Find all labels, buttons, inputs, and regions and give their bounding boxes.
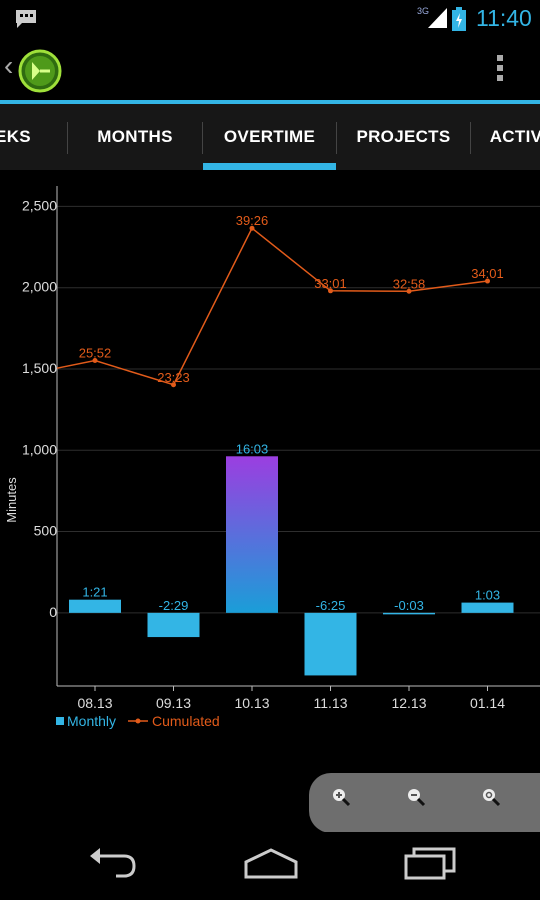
- message-icon: [16, 10, 36, 28]
- app-logo-icon[interactable]: [18, 49, 62, 93]
- line-value-label: 23:23: [157, 370, 190, 385]
- status-time: 11:40: [476, 5, 532, 31]
- battery-icon: [452, 7, 466, 31]
- x-tick-label: 08.13: [77, 695, 112, 711]
- tab-strip: WEEKS MONTHS OVERTIME PROJECTS ACTIVITIE…: [0, 104, 540, 170]
- tab-overtime[interactable]: OVERTIME: [203, 104, 336, 170]
- signal-icon: [428, 8, 447, 28]
- back-nav-icon[interactable]: [86, 846, 140, 880]
- legend-marker-cumulated: [135, 718, 141, 724]
- point-cumulated: [92, 358, 98, 364]
- x-tick-label: 11.13: [314, 695, 348, 711]
- line-value-label: 25:52: [79, 346, 112, 361]
- x-tick-label: 12.13: [391, 695, 426, 711]
- bar-monthly: [147, 612, 200, 638]
- point-cumulated: [171, 382, 176, 388]
- overtime-chart: 0 500 1,000 1,500 2,000 2,500 Minutes 08.13 09.1…: [0, 170, 540, 762]
- point-cumulated: [485, 278, 490, 284]
- network-type: 3G: [417, 6, 430, 16]
- tab-months[interactable]: MONTHS: [97, 127, 173, 146]
- back-chevron-icon[interactable]: ‹: [4, 50, 14, 81]
- bar-monthly: [69, 599, 121, 613]
- legend-label-cumulated: Cumulated: [152, 713, 220, 729]
- bar-value-label: -2:29: [159, 598, 189, 613]
- x-tick-label: 01.14: [470, 695, 505, 711]
- line-value-label: 39:26: [236, 213, 269, 228]
- bar-monthly: [226, 456, 278, 613]
- series-line-cumulated: [56, 227, 488, 386]
- bar-value-label: 16:03: [236, 441, 269, 456]
- y-tick-label: 500: [34, 523, 58, 539]
- status-bar: 3G 11:40: [0, 0, 540, 36]
- action-bar: ‹: [0, 36, 540, 102]
- line-value-label: 33:01: [314, 276, 347, 291]
- tab-activities[interactable]: ACTIVITIES: [489, 127, 540, 146]
- bar-value-label: -6:25: [316, 598, 346, 613]
- nav-bar: [0, 832, 540, 900]
- y-tick-label: 1,500: [22, 360, 57, 376]
- line-value-label: 34:01: [471, 266, 504, 281]
- tab-weeks[interactable]: WEEKS: [0, 127, 31, 146]
- line-value-label: 32:58: [393, 276, 426, 291]
- bar-value-label: 1:21: [82, 585, 107, 600]
- bar-value-label: -0:03: [394, 598, 424, 613]
- zoom-out-icon[interactable]: [404, 785, 428, 809]
- accent-line: [0, 100, 540, 104]
- point-cumulated: [328, 288, 333, 294]
- home-nav-icon[interactable]: [242, 846, 300, 880]
- y-axis-title: Minutes: [4, 477, 19, 523]
- bar-monthly: [304, 612, 357, 676]
- y-tick-label: 2,500: [22, 197, 57, 213]
- y-tick-label: 2,000: [22, 279, 57, 295]
- point-cumulated: [249, 225, 255, 231]
- tab-projects[interactable]: PROJECTS: [356, 127, 451, 146]
- legend-label-monthly: Monthly: [67, 713, 116, 729]
- zoom-in-icon[interactable]: [329, 785, 353, 809]
- bar-monthly: [383, 612, 435, 615]
- recents-nav-icon[interactable]: [402, 846, 458, 880]
- y-tick-label: 0: [49, 604, 57, 620]
- y-tick-label: 1,000: [22, 441, 57, 457]
- bar-value-label: 1:03: [475, 588, 500, 603]
- x-tick-label: 09.13: [156, 695, 191, 711]
- overflow-menu-icon[interactable]: [490, 52, 510, 86]
- x-tick-label: 10.13: [234, 695, 269, 711]
- zoom-panel: [309, 773, 540, 833]
- chart-svg: 0 500 1,000 1,500 2,000 2,500 Minutes 08.13 09.1…: [4, 186, 540, 729]
- bar-monthly: [461, 602, 514, 613]
- legend-swatch-monthly: [56, 717, 64, 725]
- point-cumulated: [406, 288, 412, 294]
- zoom-reset-icon[interactable]: [479, 785, 503, 809]
